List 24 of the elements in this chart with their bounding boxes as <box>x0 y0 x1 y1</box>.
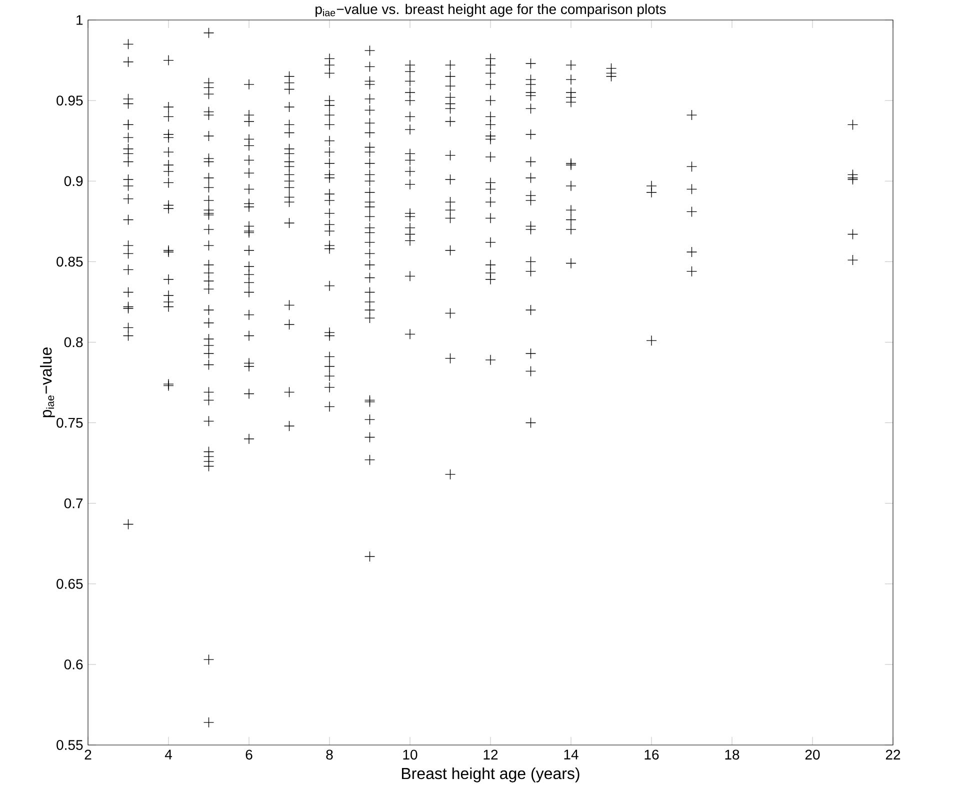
chart-title: p$_{iae}$−value vs. breast height age for the comparison plots <box>316 4 666 17</box>
y-tick-label: 0.6 <box>64 659 83 670</box>
x-tick-label: 4 <box>164 750 172 760</box>
x-axis-title: Breast height age (years) <box>402 767 580 782</box>
y-tick-label: 0.8 <box>64 337 83 348</box>
y-tick-label: 0.65 <box>56 578 83 589</box>
y-tick-label: 0.55 <box>56 740 83 750</box>
y-tick-label: 0.7 <box>64 498 83 508</box>
y-tick-label: 0.95 <box>56 96 83 106</box>
y-tick-label: 0.9 <box>64 176 83 186</box>
x-tick-label: 16 <box>644 750 659 760</box>
x-tick-label: 20 <box>805 750 820 760</box>
y-tick-label: 1 <box>76 15 83 25</box>
x-tick-label: 6 <box>246 750 252 760</box>
x-tick-label: 8 <box>326 750 333 760</box>
x-tick-label: 22 <box>886 750 900 760</box>
x-tick-label: 10 <box>403 750 418 760</box>
y-tick-label: 0.85 <box>56 256 83 267</box>
x-tick-label: 12 <box>484 750 498 760</box>
x-tick-label: 14 <box>564 750 578 760</box>
y-axis-title: p$_{iae}$−value <box>40 348 55 418</box>
y-tick-label: 0.75 <box>56 418 83 428</box>
x-tick-label: 2 <box>84 750 92 760</box>
x-tick-label: 18 <box>725 750 740 760</box>
